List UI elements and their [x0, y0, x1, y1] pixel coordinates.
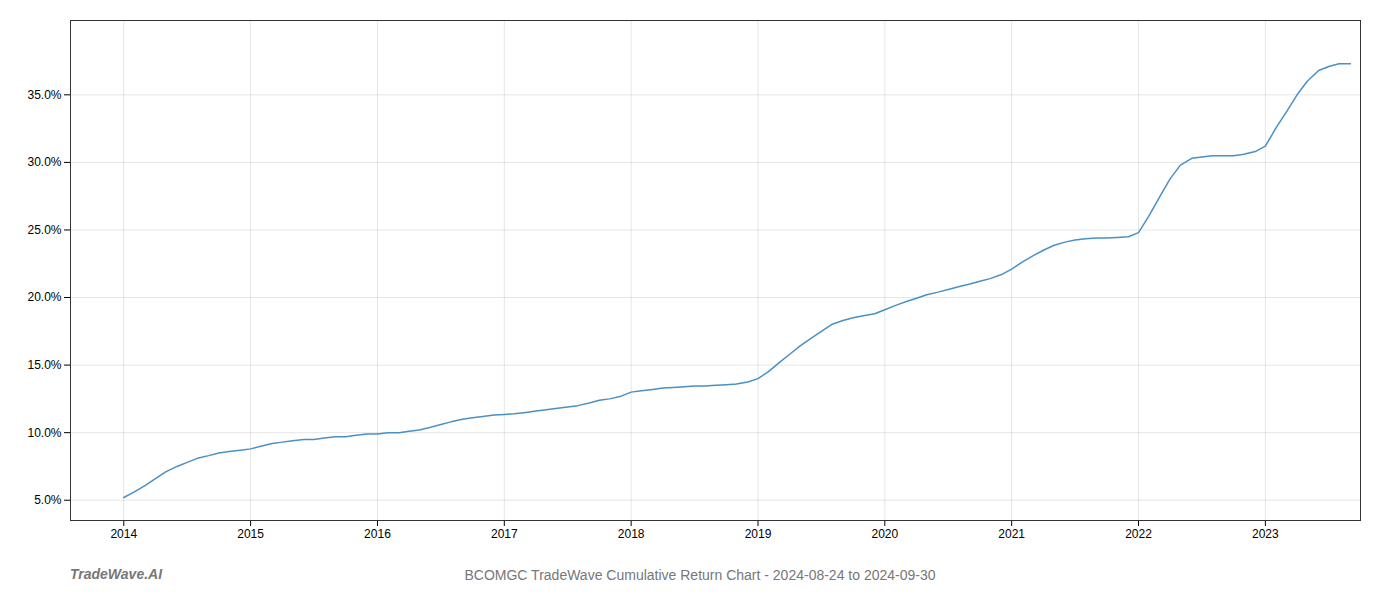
svg-text:20.0%: 20.0%	[27, 290, 61, 304]
svg-text:35.0%: 35.0%	[27, 88, 61, 102]
svg-text:2022: 2022	[1125, 527, 1152, 541]
svg-text:25.0%: 25.0%	[27, 223, 61, 237]
svg-text:5.0%: 5.0%	[34, 493, 62, 507]
html-text:BCOMGC TradeWave Cumulative Re: BCOMGC TradeWave Cumulative Return Chart…	[464, 567, 936, 583]
svg-text:2023: 2023	[1252, 527, 1279, 541]
svg-text:2016: 2016	[364, 527, 391, 541]
html-text:TradeWave.AI: TradeWave.AI	[70, 566, 163, 582]
svg-text:2017: 2017	[491, 527, 518, 541]
svg-text:30.0%: 30.0%	[27, 155, 61, 169]
svg-text:2014: 2014	[110, 527, 137, 541]
svg-text:15.0%: 15.0%	[27, 358, 61, 372]
svg-text:2018: 2018	[618, 527, 645, 541]
svg-text:10.0%: 10.0%	[27, 426, 61, 440]
svg-text:2019: 2019	[745, 527, 772, 541]
svg-text:2020: 2020	[871, 527, 898, 541]
svg-text:2021: 2021	[998, 527, 1025, 541]
svg-text:2015: 2015	[237, 527, 264, 541]
